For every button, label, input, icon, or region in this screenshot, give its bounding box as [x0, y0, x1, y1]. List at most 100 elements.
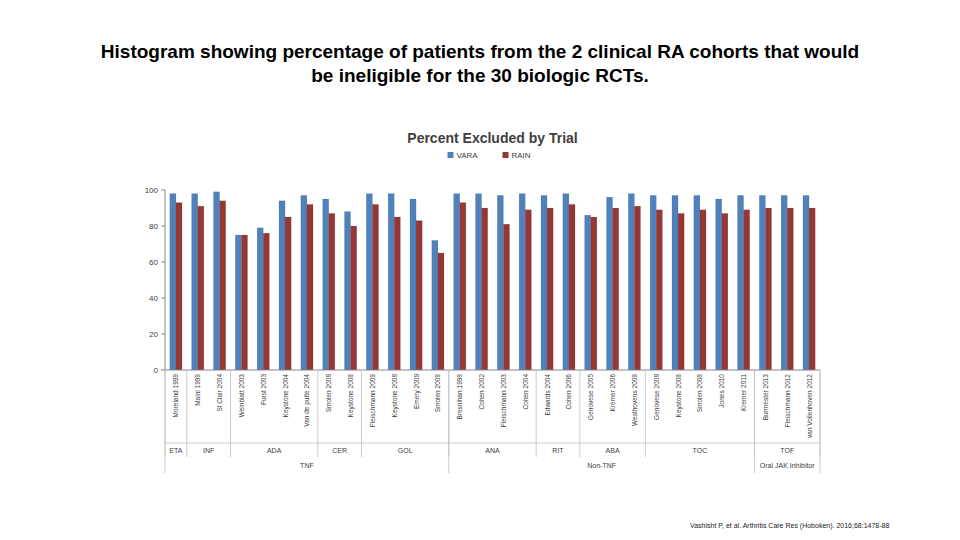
y-tick	[161, 370, 165, 371]
group-label: INF	[203, 447, 214, 454]
bar	[192, 194, 198, 370]
bar	[482, 208, 488, 370]
y-tick	[161, 334, 165, 335]
group-separator	[448, 370, 449, 473]
category-label: van Vollenhoven 2012	[806, 374, 813, 438]
group-label: ANA	[485, 447, 500, 454]
bar	[716, 199, 722, 370]
bar	[432, 240, 438, 370]
legend-label: VARA	[457, 151, 479, 160]
category-label: Furst 2003	[260, 374, 267, 405]
legend-swatch	[503, 152, 509, 158]
legend-swatch	[448, 152, 454, 158]
group-separator	[820, 370, 821, 473]
group-label: GOL	[398, 447, 413, 454]
bar	[301, 195, 307, 370]
bar	[628, 194, 634, 370]
category-label: Keystone 2008	[391, 374, 399, 418]
group-rule	[165, 443, 820, 444]
bar	[213, 192, 219, 370]
legend-label: RAIN	[512, 151, 531, 160]
bar	[285, 217, 291, 370]
category-label: Cohen 2004	[522, 374, 529, 410]
bar	[525, 210, 531, 370]
bar	[569, 204, 575, 370]
y-tick	[161, 190, 165, 191]
slide-title: Histogram showing percentage of patients…	[100, 40, 860, 88]
bar	[241, 235, 247, 370]
category-label: Jones 2010	[718, 374, 725, 408]
category-label: Fleischmann 2012	[784, 374, 791, 427]
bar	[410, 199, 416, 370]
group-separator	[754, 370, 755, 473]
bar	[344, 212, 350, 370]
bar	[700, 210, 706, 370]
bar	[503, 224, 509, 370]
y-tick	[161, 262, 165, 263]
bar	[678, 213, 684, 370]
category-label: St Clair 2004	[216, 374, 223, 412]
bar	[198, 206, 204, 370]
bar	[650, 195, 656, 370]
y-tick-label: 40	[149, 294, 158, 303]
category-label: Moreland 1999	[172, 374, 179, 418]
group-label: TNF	[300, 462, 314, 469]
bar	[475, 194, 481, 370]
bar	[803, 195, 809, 370]
bar	[323, 199, 329, 370]
bar	[591, 217, 597, 370]
bar	[460, 203, 466, 370]
bar	[809, 208, 815, 370]
bar	[563, 194, 569, 370]
category-label: Edwards 2004	[544, 374, 551, 416]
y-axis	[165, 190, 166, 370]
category-label: Westhovens 2009	[631, 374, 638, 426]
category-label: Fleischmann 2009	[369, 374, 376, 427]
bar	[454, 194, 460, 370]
bar	[220, 201, 226, 370]
bar	[781, 195, 787, 370]
bar	[759, 195, 765, 370]
citation: Vashisht P, et al. Arthritis Care Res (H…	[690, 522, 889, 529]
bar	[416, 221, 422, 370]
bar	[765, 208, 771, 370]
category-label: Cohen 2006	[565, 374, 572, 410]
bar	[388, 194, 394, 370]
bar	[737, 195, 743, 370]
bar	[438, 253, 444, 370]
category-label: Keystone 2008	[675, 374, 683, 418]
y-tick-label: 0	[154, 366, 159, 375]
group-label: ADA	[267, 447, 282, 454]
group-label: TOC	[693, 447, 708, 454]
group-separator	[645, 370, 646, 457]
category-label: Burmester 2013	[762, 374, 769, 421]
bar	[329, 213, 335, 370]
group-label: Oral JAK Inhibitor	[760, 462, 816, 469]
category-label: Smolen 2008	[696, 374, 703, 413]
bar	[613, 208, 619, 370]
bar	[694, 195, 700, 370]
category-label: Smolen 2008	[325, 374, 332, 413]
bar	[722, 213, 728, 370]
category-label: Weinblatt 2003	[238, 374, 245, 418]
bars	[170, 192, 815, 370]
bar	[744, 210, 750, 370]
bar	[257, 228, 263, 370]
bar	[656, 210, 662, 370]
group-label: Non-TNF	[587, 462, 616, 469]
y-tick-label: 100	[145, 186, 159, 195]
category-label: Fleischmann 2003	[500, 374, 507, 427]
category-label: Van de putte 2004	[303, 374, 311, 427]
group-label: RIT	[552, 447, 564, 454]
bar	[176, 203, 182, 370]
group-label: CER	[332, 447, 347, 454]
bar	[394, 217, 400, 370]
group-separator	[317, 370, 318, 457]
category-label: Cohen 2002	[478, 374, 485, 410]
group-separator	[579, 370, 580, 457]
bar	[519, 194, 525, 370]
category-label: Maini 1999	[194, 374, 201, 406]
chart: Percent Excluded by TrialVARARAIN0204060…	[0, 0, 960, 540]
group-label: TOF	[780, 447, 794, 454]
group-separator	[361, 370, 362, 457]
